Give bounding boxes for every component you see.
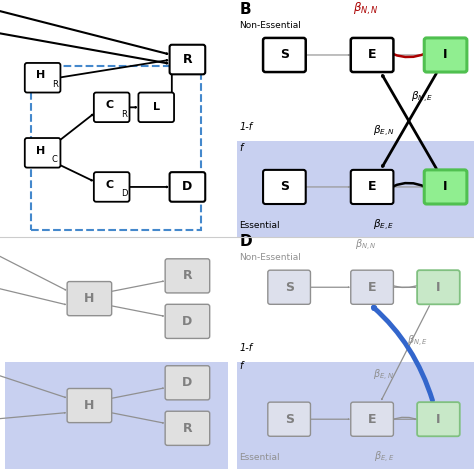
Text: S: S	[285, 413, 293, 426]
FancyBboxPatch shape	[25, 138, 60, 168]
Text: C: C	[52, 155, 58, 164]
FancyBboxPatch shape	[25, 63, 60, 92]
Bar	[237, 362, 474, 469]
Text: f: f	[239, 361, 243, 371]
FancyBboxPatch shape	[268, 270, 310, 304]
FancyBboxPatch shape	[424, 170, 467, 204]
FancyBboxPatch shape	[94, 172, 129, 202]
Text: H: H	[36, 146, 45, 155]
Text: B: B	[239, 2, 251, 17]
FancyBboxPatch shape	[417, 402, 460, 436]
Text: $\beta_{E,N}$: $\beta_{E,N}$	[374, 368, 394, 383]
Text: $\beta_{N,N}$: $\beta_{N,N}$	[353, 0, 379, 17]
Text: $\beta_{E,E}$: $\beta_{E,E}$	[373, 218, 395, 233]
Text: $\beta_{E,E}$: $\beta_{E,E}$	[374, 450, 394, 465]
Text: E: E	[368, 181, 376, 193]
FancyBboxPatch shape	[165, 259, 210, 293]
Text: D: D	[239, 234, 252, 249]
Text: I: I	[443, 48, 448, 62]
Text: H: H	[84, 292, 95, 305]
FancyBboxPatch shape	[94, 92, 129, 122]
FancyBboxPatch shape	[165, 366, 210, 400]
Text: 1-f: 1-f	[239, 122, 253, 132]
FancyBboxPatch shape	[165, 304, 210, 338]
Text: H: H	[84, 399, 95, 412]
Text: $\beta_{N,E}$: $\beta_{N,E}$	[410, 90, 433, 105]
FancyBboxPatch shape	[351, 402, 393, 436]
Text: R: R	[182, 53, 192, 66]
FancyBboxPatch shape	[67, 282, 112, 316]
Text: $\beta_{N,N}$: $\beta_{N,N}$	[356, 238, 377, 254]
Text: R: R	[52, 80, 58, 89]
Text: E: E	[368, 281, 376, 294]
FancyBboxPatch shape	[170, 45, 205, 74]
Text: L: L	[153, 102, 160, 112]
Text: 1-f: 1-f	[239, 343, 253, 353]
Text: S: S	[280, 48, 289, 62]
Text: Non-Essential: Non-Essential	[239, 253, 301, 262]
FancyBboxPatch shape	[417, 270, 460, 304]
FancyBboxPatch shape	[351, 170, 393, 204]
Text: E: E	[368, 413, 376, 426]
Text: H: H	[36, 71, 45, 81]
FancyBboxPatch shape	[170, 172, 205, 202]
FancyBboxPatch shape	[165, 411, 210, 446]
Text: S: S	[285, 281, 293, 294]
Text: C: C	[105, 180, 113, 190]
FancyBboxPatch shape	[263, 170, 306, 204]
Text: R: R	[182, 269, 192, 283]
Text: I: I	[443, 181, 448, 193]
Text: E: E	[368, 48, 376, 62]
Text: Essential: Essential	[239, 453, 280, 462]
Text: D: D	[182, 315, 192, 328]
Text: R: R	[182, 422, 192, 435]
Text: $\beta_{N,E}$: $\beta_{N,E}$	[407, 334, 428, 349]
FancyBboxPatch shape	[424, 38, 467, 72]
Text: f: f	[239, 143, 243, 153]
Text: I: I	[436, 281, 441, 294]
FancyBboxPatch shape	[351, 38, 393, 72]
FancyBboxPatch shape	[263, 38, 306, 72]
Text: Essential: Essential	[239, 221, 280, 230]
Bar	[31, 66, 201, 230]
FancyBboxPatch shape	[138, 92, 174, 122]
Text: Non-Essential: Non-Essential	[239, 21, 301, 30]
Text: $\beta_{E,N}$: $\beta_{E,N}$	[373, 124, 395, 139]
FancyBboxPatch shape	[351, 270, 393, 304]
Text: D: D	[182, 376, 192, 389]
Bar	[5, 362, 228, 469]
FancyBboxPatch shape	[67, 389, 112, 423]
Text: D: D	[182, 181, 192, 193]
Text: C: C	[105, 100, 113, 110]
Text: D: D	[121, 189, 127, 198]
Text: R: R	[121, 109, 127, 118]
Text: S: S	[280, 181, 289, 193]
Text: I: I	[436, 413, 441, 426]
Bar	[237, 141, 474, 237]
FancyBboxPatch shape	[268, 402, 310, 436]
